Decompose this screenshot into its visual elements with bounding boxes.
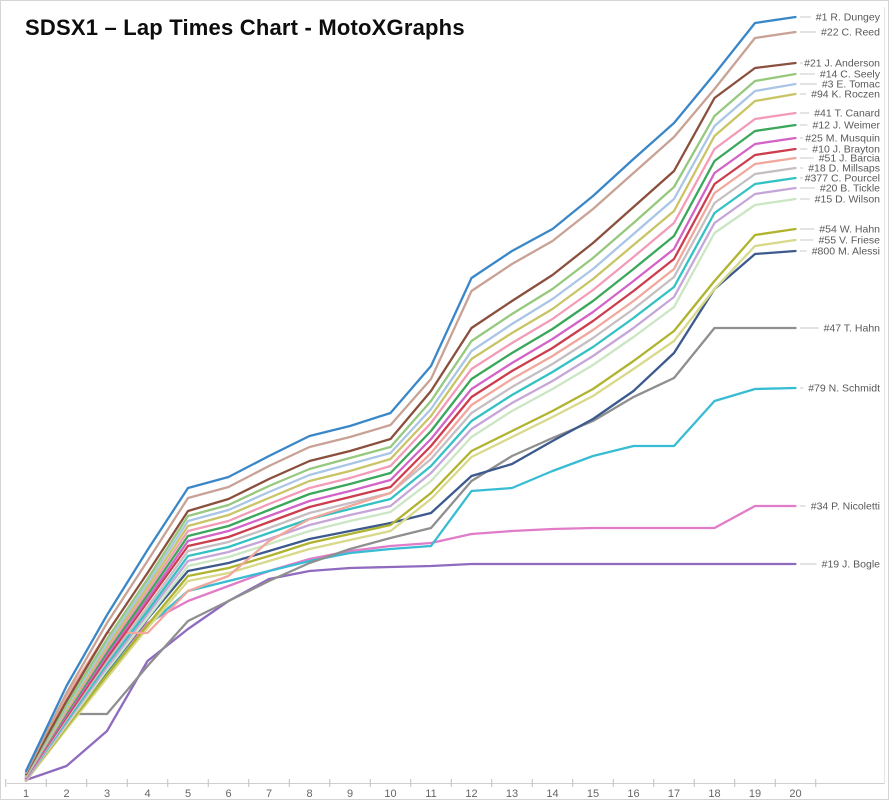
legend-label--79-n-schmidt[interactable]: #79 N. Schmidt [808,383,880,395]
x-axis-label-3: 3 [104,788,110,800]
series-line--22-c-reed[interactable] [24,30,797,775]
legend-label--34-p-nicoletti[interactable]: #34 P. Nicoletti [811,501,880,513]
legend-label--20-b-tickle[interactable]: #20 B. Tickle [820,183,880,195]
series-line--10-j-brayton[interactable] [24,147,797,780]
series-line--3-e-tomac[interactable] [24,82,797,778]
x-axis-label-6: 6 [225,788,231,800]
series-line--1-r-dungey[interactable] [24,15,797,773]
legend-label--55-v-friese[interactable]: #55 V. Friese [819,235,881,247]
series-line--20-b-tickle[interactable] [24,186,797,782]
x-axis-label-15: 15 [587,788,599,800]
x-axis-label-13: 13 [506,788,518,800]
legend-label--41-t-canard[interactable]: #41 T. Canard [814,108,880,120]
x-axis-label-14: 14 [546,788,558,800]
x-axis-label-20: 20 [789,788,801,800]
series-line--47-t-hahn[interactable] [24,326,797,778]
x-axis-label-2: 2 [63,788,69,800]
x-axis-label-5: 5 [185,788,191,800]
legend-label--12-j-weimer[interactable]: #12 J. Weimer [813,120,881,132]
x-axis-label-12: 12 [465,788,477,800]
chart-title: SDSX1 – Lap Times Chart - MotoXGraphs [25,15,465,40]
legend-label--51-j-barcia[interactable]: #51 J. Barcia [819,153,880,165]
series-line--15-d-wilson[interactable] [24,197,797,782]
x-axis-label-17: 17 [668,788,680,800]
legend-label--25-m-musquin[interactable]: #25 M. Musquin [805,133,880,145]
series-line--12-j-weimer[interactable] [24,123,797,779]
x-axis-label-10: 10 [384,788,396,800]
x-axis-label-8: 8 [306,788,312,800]
legend-label--800-m-alessi[interactable]: #800 M. Alessi [812,246,880,258]
series-line--94-k-roczen[interactable] [24,92,797,778]
x-axis-label-1: 1 [23,788,29,800]
legend-label--94-k-roczen[interactable]: #94 K. Roczen [811,89,880,101]
legend-label--377-c-pourcel[interactable]: #377 C. Pourcel [805,173,880,185]
series-line--55-v-friese[interactable] [24,238,797,783]
legend-label--1-r-dungey[interactable]: #1 R. Dungey [816,12,881,24]
legend-label--22-c-reed[interactable]: #22 C. Reed [821,27,880,39]
legend-label--21-j-anderson[interactable]: #21 J. Anderson [804,58,880,70]
x-axis-label-4: 4 [144,788,150,800]
series-line--19-j-bogle[interactable] [24,562,797,782]
series-line--54-w-hahn[interactable] [24,227,797,782]
x-axis-label-16: 16 [627,788,639,800]
legend-label--54-w-hahn[interactable]: #54 W. Hahn [819,224,880,236]
series-line--377-c-pourcel[interactable] [24,176,797,781]
series-line--51-j-barcia[interactable] [24,156,797,781]
legend-label--18-d-millsaps[interactable]: #18 D. Millsaps [808,163,880,175]
x-axis-label-11: 11 [425,788,436,800]
legend-label--19-j-bogle[interactable]: #19 J. Bogle [822,559,881,571]
legend-label--47-t-hahn[interactable]: #47 T. Hahn [824,323,881,335]
series-line--14-c-seely[interactable] [24,72,797,777]
legend-label--15-d-wilson[interactable]: #15 D. Wilson [815,194,881,206]
legend-label--14-c-seely[interactable]: #14 C. Seely [820,69,881,81]
x-axis-label-18: 18 [708,788,720,800]
series-line--41-t-canard[interactable] [24,111,797,779]
x-axis-label-19: 19 [749,788,761,800]
x-axis-label-9: 9 [347,788,353,800]
series-line--18-d-millsaps[interactable] [24,166,797,781]
legend-label--10-j-brayton[interactable]: #10 J. Brayton [812,144,880,156]
legend-label--3-e-tomac[interactable]: #3 E. Tomac [822,79,880,91]
series-line--25-m-musquin[interactable] [24,136,797,780]
series-line--21-j-anderson[interactable] [24,61,797,776]
x-axis-label-7: 7 [266,788,272,800]
